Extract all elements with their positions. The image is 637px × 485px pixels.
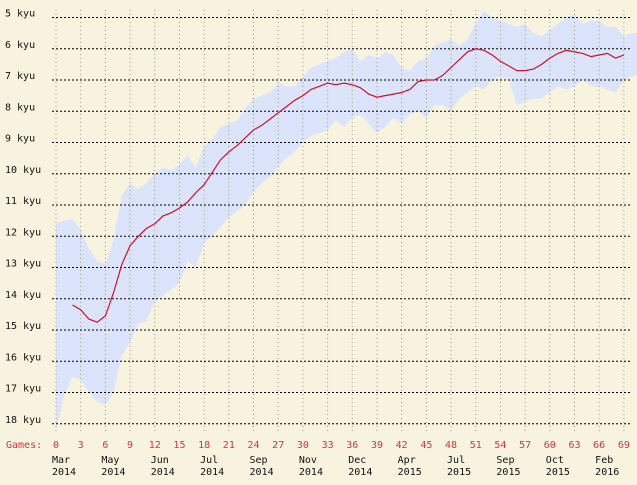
y-tick-label: 5 kyu (5, 9, 35, 20)
x-tick-label: 39 (371, 440, 383, 451)
date-label-month: Apr (398, 455, 416, 466)
date-label-year: 2015 (496, 467, 520, 478)
x-tick-label: 30 (297, 440, 309, 451)
y-tick-label: 7 kyu (5, 71, 35, 82)
x-tick-label: 66 (593, 440, 605, 451)
x-tick-label: 3 (78, 440, 84, 451)
date-label-month: Sep (250, 455, 268, 466)
y-tick-label: 10 kyu (5, 165, 41, 176)
x-tick-label: 27 (272, 440, 284, 451)
y-tick-label: 17 kyu (5, 384, 41, 395)
date-label-year: 2014 (299, 467, 323, 478)
date-label-year: 2015 (546, 467, 570, 478)
y-tick-label: 11 kyu (5, 196, 41, 207)
x-tick-label: 42 (396, 440, 408, 451)
date-label-month: Jun (151, 455, 169, 466)
x-tick-label: 24 (247, 440, 259, 451)
x-tick-label: 18 (198, 440, 210, 451)
y-tick-label: 13 kyu (5, 259, 41, 270)
y-tick-label: 14 kyu (5, 290, 41, 301)
x-tick-label: 48 (445, 440, 457, 451)
date-label-year: 2014 (101, 467, 125, 478)
date-label-year: 2014 (250, 467, 274, 478)
y-tick-label: 15 kyu (5, 321, 41, 332)
x-tick-label: 54 (494, 440, 506, 451)
date-label-month: May (101, 455, 119, 466)
x-tick-label: 60 (544, 440, 556, 451)
y-tick-labels: 5 kyu 6 kyu 7 kyu 8 kyu 9 kyu 10 kyu 11 kyu 12 … (5, 9, 41, 426)
y-tick-label: 18 kyu (5, 415, 41, 426)
x-tick-label: 51 (470, 440, 482, 451)
date-label-month: Feb (595, 455, 613, 466)
x-tick-label: 69 (618, 440, 630, 451)
y-tick-label: 6 kyu (5, 40, 35, 51)
x-tick-label: 21 (223, 440, 235, 451)
date-label-month: Jul (447, 455, 465, 466)
date-label-year: 2015 (447, 467, 471, 478)
y-tick-label: 8 kyu (5, 102, 35, 113)
rank-line-layer (72, 48, 625, 323)
x-tick-label: 33 (322, 440, 334, 451)
date-label-month: Nov (299, 455, 317, 466)
date-label-year: 2016 (595, 467, 619, 478)
date-label-year: 2015 (398, 467, 422, 478)
x-tick-label: 36 (346, 440, 358, 451)
x-tick-label: 6 (102, 440, 108, 451)
x-tick-label: 45 (420, 440, 432, 451)
rank-line (72, 48, 625, 323)
date-label-month: Oct (546, 455, 564, 466)
games-axis-label: Games: (6, 440, 42, 451)
date-labels: Mar2014May2014Jun2014Jul2014Sep2014Nov20… (52, 455, 619, 478)
y-tick-label: 9 kyu (5, 134, 35, 145)
date-label-month: Dec (348, 455, 366, 466)
y-tick-label: 16 kyu (5, 352, 41, 363)
date-label-year: 2014 (348, 467, 372, 478)
x-tick-label: 57 (519, 440, 531, 451)
date-label-month: Jul (200, 455, 218, 466)
y-tick-label: 12 kyu (5, 227, 41, 238)
date-label-year: 2014 (151, 467, 175, 478)
date-label-year: 2014 (52, 467, 76, 478)
date-label-month: Mar (52, 455, 70, 466)
x-tick-labels: 0 3 6 9 12 15 18 21 24 27 30 33 36 39 42 45 48 51 54 57 60 63… (53, 440, 630, 451)
x-tick-label: 0 (53, 440, 59, 451)
x-tick-label: 12 (149, 440, 161, 451)
date-label-month: Sep (496, 455, 514, 466)
x-tick-label: 15 (173, 440, 185, 451)
grid-layer (52, 10, 631, 432)
x-tick-label: 9 (127, 440, 133, 451)
x-tick-label: 63 (568, 440, 580, 451)
date-label-year: 2014 (200, 467, 224, 478)
